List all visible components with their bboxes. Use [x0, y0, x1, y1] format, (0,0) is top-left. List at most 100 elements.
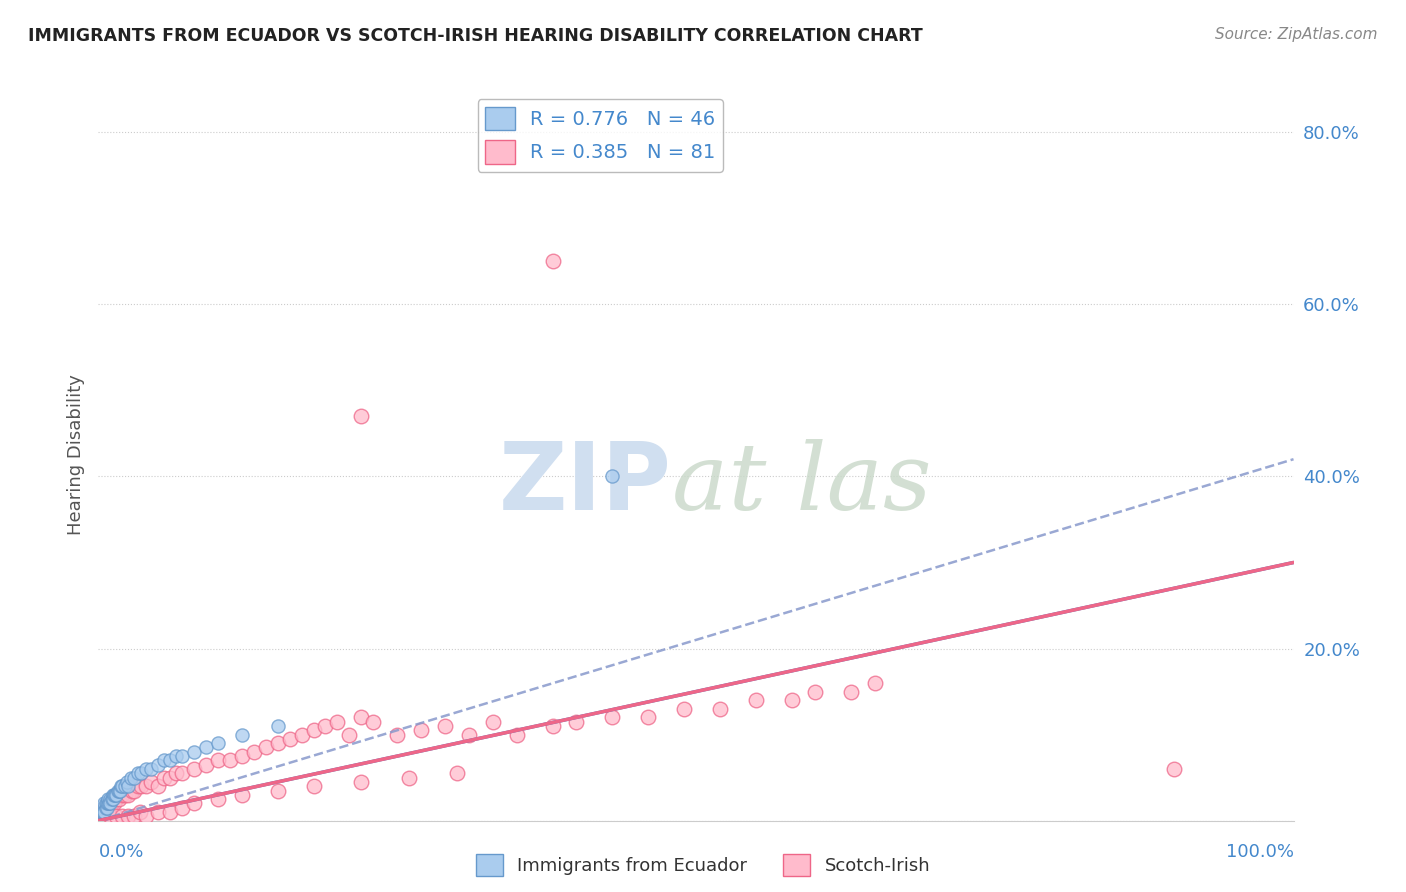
Point — [709, 702, 731, 716]
Point — [278, 731, 301, 746]
Point — [91, 805, 114, 819]
Point — [91, 805, 114, 819]
Point — [127, 779, 149, 793]
Point — [111, 809, 134, 823]
Point — [148, 805, 170, 819]
Point — [124, 783, 146, 797]
Point — [115, 775, 138, 789]
Point — [110, 779, 132, 793]
Point — [139, 775, 162, 789]
Point — [117, 788, 139, 802]
Point — [97, 792, 120, 806]
Point — [267, 736, 290, 750]
Point — [231, 788, 253, 802]
Point — [565, 714, 588, 729]
Point — [506, 728, 529, 742]
Point — [96, 797, 118, 811]
Point — [745, 693, 768, 707]
Point — [183, 762, 205, 776]
Point — [101, 792, 124, 806]
Point — [339, 728, 361, 742]
Point — [1163, 762, 1185, 776]
Point — [673, 702, 696, 716]
Point — [172, 766, 194, 780]
Point — [302, 779, 325, 793]
Point — [100, 792, 122, 806]
Point — [100, 797, 122, 811]
Point — [108, 783, 131, 797]
Point — [117, 809, 139, 823]
Point — [107, 783, 129, 797]
Point — [127, 766, 149, 780]
Point — [195, 740, 218, 755]
Point — [254, 740, 277, 755]
Point — [148, 757, 170, 772]
Point — [97, 797, 120, 811]
Point — [541, 719, 564, 733]
Point — [804, 684, 827, 698]
Point — [602, 710, 624, 724]
Point — [385, 728, 409, 742]
Point — [98, 792, 122, 806]
Point — [103, 797, 125, 811]
Point — [124, 809, 146, 823]
Point — [111, 788, 134, 802]
Point — [105, 788, 128, 802]
Point — [131, 766, 153, 780]
Point — [207, 792, 229, 806]
Legend: R = 0.776   N = 46, R = 0.385   N = 81: R = 0.776 N = 46, R = 0.385 N = 81 — [478, 99, 723, 171]
Point — [98, 797, 122, 811]
Point — [481, 714, 505, 729]
Point — [94, 801, 117, 815]
Point — [780, 693, 803, 707]
Point — [98, 801, 121, 815]
Point — [291, 728, 314, 742]
Point — [207, 753, 229, 767]
Point — [129, 805, 152, 819]
Point — [98, 809, 122, 823]
Point — [183, 797, 205, 811]
Text: IMMIGRANTS FROM ECUADOR VS SCOTCH-IRISH HEARING DISABILITY CORRELATION CHART: IMMIGRANTS FROM ECUADOR VS SCOTCH-IRISH … — [28, 27, 922, 45]
Point — [267, 783, 290, 797]
Point — [121, 783, 143, 797]
Legend: Immigrants from Ecuador, Scotch-Irish: Immigrants from Ecuador, Scotch-Irish — [468, 847, 938, 883]
Point — [153, 771, 176, 785]
Point — [120, 771, 142, 785]
Point — [231, 749, 253, 764]
Point — [111, 779, 134, 793]
Point — [124, 771, 146, 785]
Point — [172, 749, 194, 764]
Point — [165, 766, 187, 780]
Point — [411, 723, 433, 738]
Point — [602, 469, 624, 483]
Point — [131, 779, 153, 793]
Point — [231, 728, 253, 742]
Point — [101, 788, 124, 802]
Point — [446, 766, 468, 780]
Point — [637, 710, 659, 724]
Point — [159, 753, 181, 767]
Point — [363, 714, 385, 729]
Point — [172, 801, 194, 815]
Point — [159, 771, 181, 785]
Point — [90, 805, 112, 819]
Point — [159, 805, 181, 819]
Point — [114, 779, 136, 793]
Point — [91, 801, 114, 815]
Text: 100.0%: 100.0% — [1226, 843, 1294, 861]
Point — [107, 792, 129, 806]
Point — [135, 809, 157, 823]
Point — [541, 254, 564, 268]
Text: ZIP: ZIP — [499, 438, 672, 530]
Point — [98, 797, 121, 811]
Y-axis label: Hearing Disability: Hearing Disability — [66, 375, 84, 535]
Point — [91, 805, 114, 819]
Text: Source: ZipAtlas.com: Source: ZipAtlas.com — [1215, 27, 1378, 42]
Point — [195, 757, 218, 772]
Point — [96, 801, 118, 815]
Point — [458, 728, 481, 742]
Point — [105, 792, 128, 806]
Point — [434, 719, 457, 733]
Point — [165, 749, 187, 764]
Point — [398, 771, 420, 785]
